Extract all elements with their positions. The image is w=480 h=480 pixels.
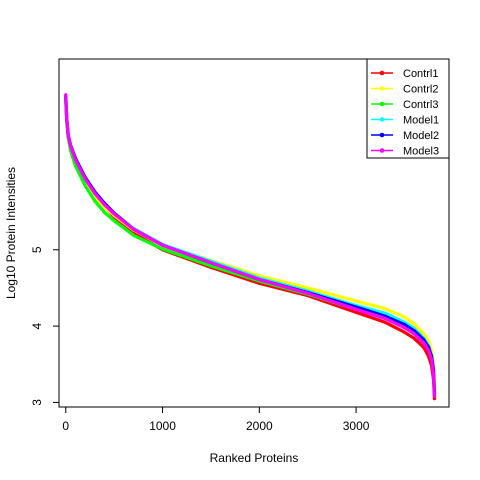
data-point — [73, 158, 78, 162]
series-layer — [64, 93, 437, 401]
legend-label: Contrl1 — [403, 68, 438, 80]
data-point — [354, 299, 358, 303]
data-point — [354, 310, 358, 314]
data-point — [66, 133, 70, 137]
data-point — [93, 191, 97, 195]
plot-frame — [58, 58, 450, 408]
data-point — [432, 397, 437, 401]
data-point — [383, 306, 387, 311]
legend: Contrl1 Contrl2 Contrl3 Model1 Model2 Model3 — [366, 58, 450, 159]
x-axis: 0 1000 2000 3000 — [62, 407, 370, 433]
legend-marker — [379, 148, 385, 153]
data-point — [427, 348, 431, 353]
data-point — [402, 315, 407, 319]
data-point — [83, 184, 87, 188]
data-point — [257, 277, 261, 282]
x-tick-label: 1000 — [149, 419, 176, 433]
legend-marker — [379, 117, 385, 122]
data-point — [422, 341, 426, 345]
data-point — [306, 291, 310, 295]
legend-marker — [379, 101, 385, 107]
data-point — [102, 203, 107, 207]
y-axis-label: Log10 Protein Intensities — [4, 167, 18, 299]
data-point — [422, 332, 426, 336]
data-point — [102, 210, 107, 214]
y-axis: 3 4 5 — [30, 246, 59, 406]
x-tick-label: 0 — [62, 419, 69, 433]
data-point — [69, 144, 73, 148]
data-point — [412, 332, 416, 336]
data-point — [402, 326, 407, 330]
y-tick-label: 5 — [30, 246, 44, 253]
data-point — [131, 233, 136, 237]
legend-label: Contrl3 — [403, 99, 438, 111]
data-point — [64, 93, 68, 97]
data-point — [83, 177, 87, 181]
series-model3 — [64, 93, 437, 398]
data-point — [429, 358, 434, 362]
x-tick-label: 2000 — [246, 419, 273, 433]
data-point — [431, 371, 436, 376]
data-point — [65, 116, 69, 121]
legend-marker — [379, 86, 385, 91]
data-point — [383, 316, 387, 321]
data-point — [383, 320, 387, 324]
legend-label: Model1 — [403, 115, 439, 127]
x-axis-label: Ranked Proteins — [210, 451, 299, 465]
x-tick-label: 3000 — [343, 419, 370, 433]
legend-marker — [379, 132, 385, 138]
data-point — [383, 311, 387, 315]
data-point — [131, 227, 136, 231]
data-point — [402, 322, 407, 327]
data-point — [412, 336, 416, 340]
data-point — [160, 247, 165, 251]
data-point — [93, 199, 97, 203]
legend-label: Model2 — [403, 130, 439, 142]
data-point — [432, 394, 437, 398]
data-point — [306, 286, 310, 290]
data-point — [73, 164, 78, 168]
data-point — [112, 212, 116, 216]
data-point — [412, 322, 416, 326]
data-point — [209, 264, 213, 268]
y-tick-label: 4 — [30, 322, 44, 329]
y-tick-label: 3 — [30, 399, 44, 406]
data-point — [209, 261, 213, 265]
data-point — [354, 307, 358, 311]
data-point — [112, 219, 116, 223]
data-point — [402, 330, 407, 334]
legend-box — [366, 58, 450, 159]
data-point — [160, 243, 165, 247]
legend-marker — [379, 70, 385, 76]
legend-label: Model3 — [403, 146, 439, 158]
legend-label: Contrl2 — [403, 84, 438, 96]
